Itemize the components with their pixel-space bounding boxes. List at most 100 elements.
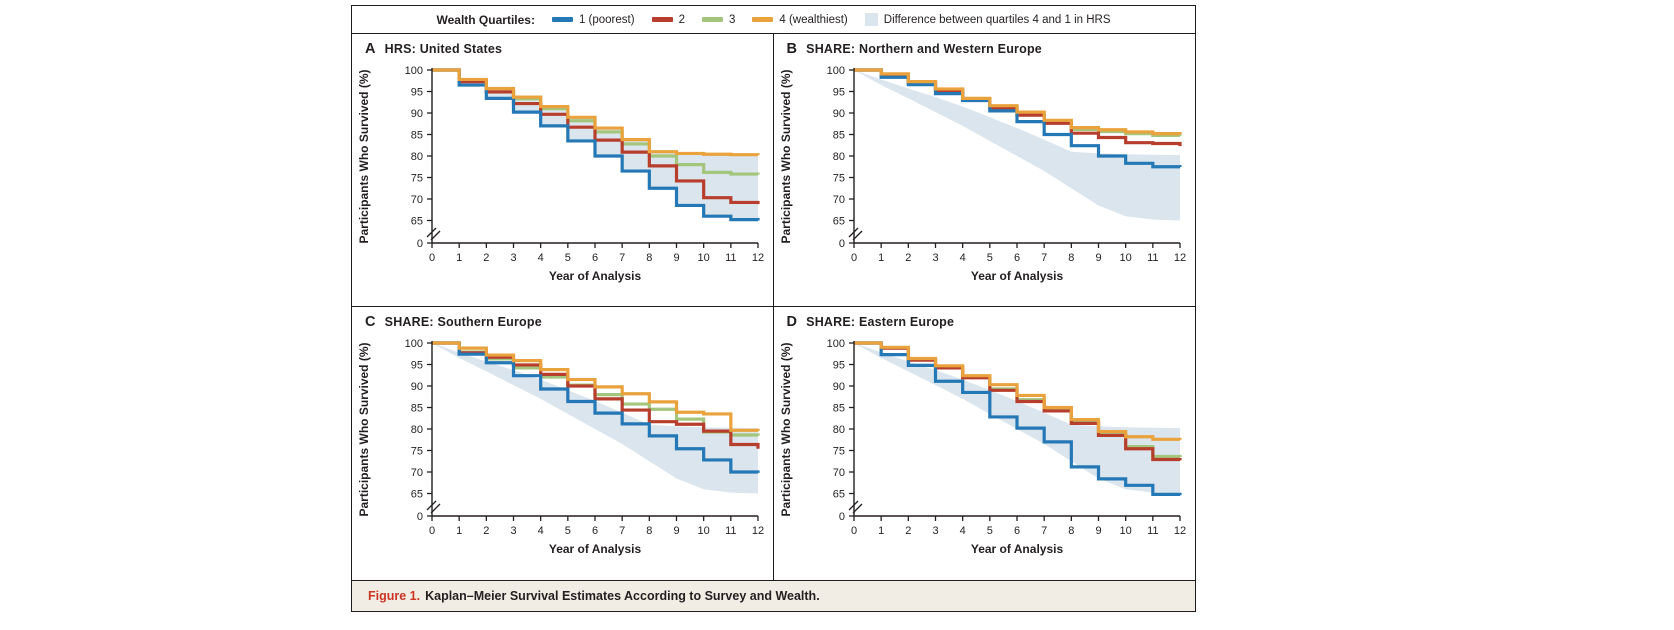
x-tick-label: 8 [1068, 252, 1074, 264]
panel-b-title: B SHARE: Northern and Western Europe [787, 41, 1042, 57]
panel-a-title: A HRS: United States [365, 41, 502, 57]
x-tick-label: 5 [986, 525, 992, 537]
axis-break-mark [852, 503, 862, 514]
y-tick-label-zero: 0 [838, 511, 844, 523]
x-tick-label: 11 [1147, 525, 1158, 537]
y-tick-label-zero: 0 [838, 238, 844, 250]
y-tick-label: 80 [832, 424, 844, 436]
legend-item-label: 2 [678, 13, 685, 26]
y-tick-label: 90 [411, 381, 423, 393]
x-tick-label: 9 [1095, 252, 1101, 264]
legend-item-quartile-4: 4 (wealthiest) [752, 13, 848, 26]
axis-break-mark [430, 230, 441, 241]
y-tick-label: 70 [832, 467, 844, 479]
panel-letter: C [365, 314, 376, 330]
x-tick-label: 6 [1013, 525, 1019, 537]
y-tick-label: 65 [411, 216, 423, 228]
x-tick-label: 2 [483, 525, 489, 537]
x-tick-label: 2 [905, 252, 911, 264]
y-tick-label: 85 [832, 403, 844, 415]
x-tick-label: 1 [878, 525, 884, 537]
x-tick-label: 8 [646, 525, 652, 537]
legend-item-quartile-3: 3 [701, 13, 736, 26]
axis-break-mark [426, 500, 437, 511]
y-tick-label: 70 [411, 467, 423, 479]
panel-letter: A [365, 41, 376, 57]
x-tick-label: 10 [1119, 252, 1131, 264]
panel-d: D SHARE: Eastern Europe 100 95 90 85 80 75 70 65 0… [773, 307, 1195, 580]
x-tick-label: 10 [1119, 525, 1131, 537]
legend-item-label: 1 (poorest) [578, 13, 635, 26]
panel-c: C SHARE: Southern Europe 100 95 90 85 80 75 70 65… [352, 307, 774, 580]
x-tick-label: 11 [725, 525, 736, 537]
x-tick-label: 2 [483, 252, 489, 264]
y-tick-label: 75 [832, 446, 844, 458]
legend: Wealth Quartiles: 1 (poorest) 2 3 4 (wea… [352, 6, 1195, 34]
y-tick-label: 95 [832, 87, 844, 99]
y-tick-label: 75 [832, 173, 844, 185]
x-axis-label: Year of Analysis [970, 542, 1063, 556]
survival-curve-q4 [432, 68, 760, 157]
x-tick-label: 10 [698, 252, 710, 264]
y-tick-label: 95 [411, 360, 423, 372]
panel-title-text: SHARE: Eastern Europe [806, 315, 955, 329]
legend-title: Wealth Quartiles: [436, 12, 535, 27]
y-tick-label: 95 [832, 360, 844, 372]
x-tick-label: 12 [752, 525, 764, 537]
x-tick-label: 5 [565, 252, 571, 264]
x-tick-label: 11 [1147, 252, 1158, 264]
survival-curve-q1 [853, 341, 1182, 496]
x-tick-label: 6 [592, 525, 598, 537]
y-tick-label-zero: 0 [417, 511, 423, 523]
legend-item-label: Difference between quartiles 4 and 1 in … [883, 13, 1111, 26]
x-tick-label: 5 [986, 252, 992, 264]
hrs-difference-band-swatch [864, 13, 878, 26]
survival-curve-q1 [432, 68, 760, 222]
y-tick-label: 70 [411, 194, 423, 206]
panel-a: A HRS: United States 100 95 90 85 80 75 70 65 0 0 1 2… [352, 34, 774, 307]
survival-curve-q1 [432, 341, 760, 474]
y-tick-label: 100 [826, 338, 844, 350]
x-tick-label: 9 [673, 252, 679, 264]
y-tick-label: 65 [411, 489, 423, 501]
x-tick-label: 6 [592, 252, 598, 264]
y-tick-label: 65 [832, 489, 844, 501]
panel-d-title: D SHARE: Eastern Europe [787, 314, 955, 330]
y-tick-label: 85 [411, 130, 423, 142]
panel-c-title: C SHARE: Southern Europe [365, 314, 542, 330]
x-tick-label: 7 [619, 525, 625, 537]
y-tick-label: 90 [832, 108, 844, 120]
quartile-4-line-swatch [752, 17, 774, 22]
panel-b: B SHARE: Northern and Western Europe 100 95… [773, 34, 1195, 307]
y-tick-label: 70 [832, 194, 844, 206]
x-tick-label: 12 [752, 252, 764, 264]
legend-item-label: 3 [728, 13, 736, 26]
x-tick-label: 6 [1013, 252, 1019, 264]
x-tick-label: 8 [646, 252, 652, 264]
x-axis-label: Year of Analysis [970, 269, 1063, 283]
x-tick-label: 3 [932, 252, 938, 264]
legend-item-label: 4 (wealthiest) [779, 13, 848, 26]
survival-curve-q3 [853, 68, 1182, 137]
y-tick-label: 75 [411, 173, 423, 185]
axis-break-mark [430, 503, 441, 514]
x-tick-label: 4 [538, 252, 544, 264]
y-axis-label: Participants Who Survived (%) [779, 342, 793, 516]
hrs-difference-band [853, 70, 1180, 221]
x-tick-label: 1 [456, 525, 462, 537]
survival-curve-q4 [853, 341, 1182, 441]
x-tick-label: 3 [932, 525, 938, 537]
x-tick-label: 9 [1095, 525, 1101, 537]
y-tick-label: 95 [411, 87, 423, 99]
x-tick-label: 0 [429, 525, 435, 537]
x-tick-label: 12 [1173, 525, 1185, 537]
y-tick-label: 100 [405, 65, 423, 77]
x-tick-label: 3 [510, 252, 516, 264]
y-tick-label: 100 [405, 338, 423, 350]
x-tick-label: 7 [619, 252, 625, 264]
